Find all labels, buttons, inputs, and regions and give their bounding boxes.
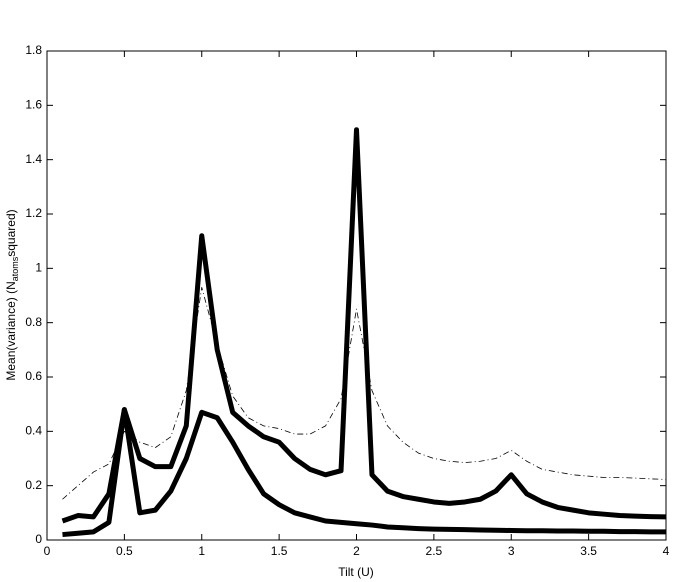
x-tick-label: 2.5 bbox=[426, 544, 443, 558]
y-tick-label: 0.8 bbox=[25, 315, 42, 329]
x-tick-label: 2 bbox=[353, 544, 360, 558]
y-tick-label: 1.6 bbox=[25, 98, 42, 112]
data-line bbox=[62, 286, 667, 500]
x-tick-label: 4 bbox=[663, 544, 670, 558]
y-tick-label: 1.2 bbox=[25, 206, 42, 220]
y-tick-label: 0.6 bbox=[25, 369, 42, 383]
data-line bbox=[61, 127, 667, 524]
y-tick-label: 0.2 bbox=[25, 478, 42, 492]
y-tick-label: 0.4 bbox=[25, 424, 42, 438]
y-label-end: squared) bbox=[4, 209, 18, 256]
data-line bbox=[62, 407, 666, 538]
x-axis-label: Tilt (U) bbox=[338, 565, 374, 579]
plot-frame bbox=[46, 50, 667, 541]
y-tick-label: 0 bbox=[35, 532, 42, 546]
y-label-main: Mean(variance) (N bbox=[4, 281, 18, 380]
y-tick-label: 1.4 bbox=[25, 152, 42, 166]
x-tick-label: 3 bbox=[508, 544, 515, 558]
x-tick-label: 1 bbox=[198, 544, 205, 558]
x-tick-label: 0.5 bbox=[116, 544, 133, 558]
x-tick-label: 3.5 bbox=[580, 544, 597, 558]
y-tick-label: 1.8 bbox=[25, 43, 42, 57]
y-tick-label: 1 bbox=[35, 261, 42, 275]
y-label-sub: atoms bbox=[10, 256, 20, 281]
x-tick-label: 1.5 bbox=[271, 544, 288, 558]
y-axis-label: Mean(variance) (Natomssquared) bbox=[4, 209, 20, 380]
x-tick-label: 0 bbox=[44, 544, 51, 558]
